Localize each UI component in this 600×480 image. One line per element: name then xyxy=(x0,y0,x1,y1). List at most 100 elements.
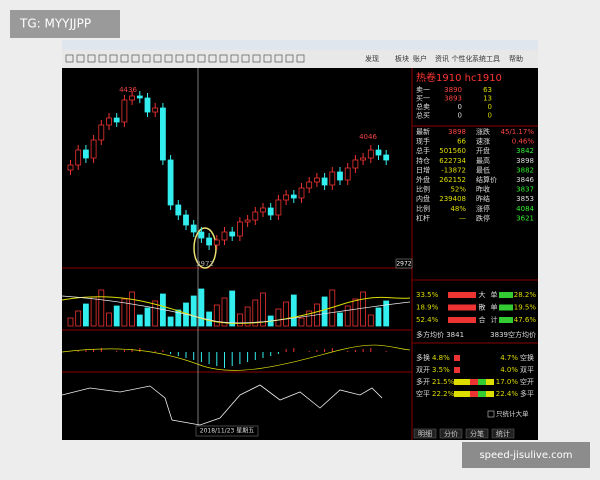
volume-bar xyxy=(175,309,182,327)
tab[interactable] xyxy=(439,428,463,439)
menu-item[interactable]: 资讯 xyxy=(435,54,449,63)
stat-label: 现手 xyxy=(416,137,430,146)
toolbar-icon[interactable] xyxy=(197,54,206,63)
ma-line xyxy=(61,295,411,324)
menu-item[interactable]: 帮助 xyxy=(509,54,523,63)
pos-label: 多换 xyxy=(416,353,430,362)
stat-label: 总手 xyxy=(416,146,430,155)
toolbar-icon[interactable] xyxy=(241,54,250,63)
volume-bar xyxy=(136,314,143,327)
toolbar-icon[interactable] xyxy=(153,54,162,63)
stat-value: 3846 xyxy=(516,176,534,184)
pos-pct: 17.0% xyxy=(496,378,519,386)
candle xyxy=(221,231,228,241)
stat-label: 结算价 xyxy=(476,175,497,184)
toolbar-icon[interactable] xyxy=(175,54,184,63)
volume-bar xyxy=(275,308,282,327)
candle xyxy=(198,231,205,239)
toolbar xyxy=(62,50,538,68)
volume-bar xyxy=(306,310,313,327)
stat-value: 52% xyxy=(450,186,466,194)
stat-label: 开盘 xyxy=(476,146,490,155)
toolbar-icon[interactable] xyxy=(120,54,129,63)
volume-bar xyxy=(129,291,136,327)
toolbar-icon[interactable] xyxy=(219,54,228,63)
tab-label[interactable]: 分笔 xyxy=(470,429,484,438)
volume-bar xyxy=(75,310,82,327)
candle xyxy=(152,107,159,113)
menu-item[interactable]: 系统工具 xyxy=(472,54,500,63)
contract-title: 热卷1910 hc1910 xyxy=(416,71,502,84)
toolbar-icon[interactable] xyxy=(252,54,261,63)
volume-bar xyxy=(152,300,159,327)
stat-value: 3842 xyxy=(516,147,534,155)
stat-label: 涨跌 xyxy=(476,127,490,136)
toolbar-icon[interactable] xyxy=(274,54,283,63)
ma-line xyxy=(61,296,411,324)
stat-label: 最新 xyxy=(416,127,430,136)
toolbar-icon[interactable] xyxy=(87,54,96,63)
candle xyxy=(313,177,320,183)
toolbar-icon[interactable] xyxy=(98,54,107,63)
pos-pct: 4.8% xyxy=(432,354,450,362)
stat-label: 比例 xyxy=(416,204,430,213)
pos-label: 空开 xyxy=(520,377,534,386)
avg-right: 3839空方均价 xyxy=(490,330,536,339)
menu-item[interactable]: 板块 xyxy=(395,54,409,63)
order-price: 0 xyxy=(458,112,462,120)
toolbar-icon[interactable] xyxy=(76,54,85,63)
date-label: 2018/11/23 星期五 xyxy=(200,427,255,435)
stat-label: 外盘 xyxy=(416,175,430,184)
stat-value: 3853 xyxy=(516,195,534,203)
stat-value: 0.46% xyxy=(512,138,535,146)
candle xyxy=(360,157,367,161)
volume-bar xyxy=(213,304,220,327)
toolbar-icon[interactable] xyxy=(208,54,217,63)
toolbar-icon[interactable] xyxy=(131,54,140,63)
toolbar-icon[interactable] xyxy=(65,54,74,63)
stat-label: 最低 xyxy=(476,165,490,174)
pos-label: 空换 xyxy=(520,353,534,362)
volume-bar xyxy=(283,301,290,327)
candle xyxy=(106,117,112,126)
toolbar-icon[interactable] xyxy=(263,54,272,63)
stat-value: 45/1.17% xyxy=(500,128,534,136)
checkbox[interactable] xyxy=(487,410,495,418)
toolbar-icon[interactable] xyxy=(285,54,294,63)
pos-bar xyxy=(470,391,478,397)
checkbox-label[interactable]: 只统计大单 xyxy=(496,409,529,418)
flow-label: 大 xyxy=(479,290,486,299)
flow-pct: 52.4% xyxy=(416,316,439,324)
tab[interactable] xyxy=(465,428,489,439)
pos-pct: 4.7% xyxy=(500,354,518,362)
toolbar-icon[interactable] xyxy=(296,54,305,63)
candle xyxy=(90,139,97,159)
volume-bar xyxy=(106,312,112,327)
candle xyxy=(83,149,89,159)
toolbar-icon[interactable] xyxy=(164,54,173,63)
tab-label[interactable]: 统计 xyxy=(496,429,510,438)
order-volume: 13 xyxy=(483,95,492,103)
candle xyxy=(229,231,236,237)
flow-pct: 33.5% xyxy=(416,291,439,299)
stat-value: -13872 xyxy=(441,166,466,174)
toolbar-icon[interactable] xyxy=(186,54,195,63)
menu-item[interactable]: 账户 xyxy=(413,54,427,63)
candle xyxy=(175,204,182,216)
toolbar-icon[interactable] xyxy=(230,54,239,63)
menu-item[interactable]: 发现 xyxy=(365,54,379,63)
tab-label[interactable]: 分价 xyxy=(444,429,458,438)
toolbar-icon[interactable] xyxy=(142,54,151,63)
toolbar-icon[interactable] xyxy=(109,54,118,63)
volume-bar xyxy=(221,297,228,327)
tab[interactable] xyxy=(491,428,515,439)
menu-item[interactable]: 个性化 xyxy=(452,54,473,63)
tab-label[interactable]: 明细 xyxy=(418,429,432,438)
volume-bar xyxy=(260,292,266,327)
stat-value: 3898 xyxy=(516,157,534,165)
pos-pct: 22.4% xyxy=(496,390,519,398)
candle xyxy=(244,219,251,223)
stat-value: 622734 xyxy=(439,157,466,165)
candle xyxy=(337,171,343,181)
tab[interactable] xyxy=(413,428,437,439)
